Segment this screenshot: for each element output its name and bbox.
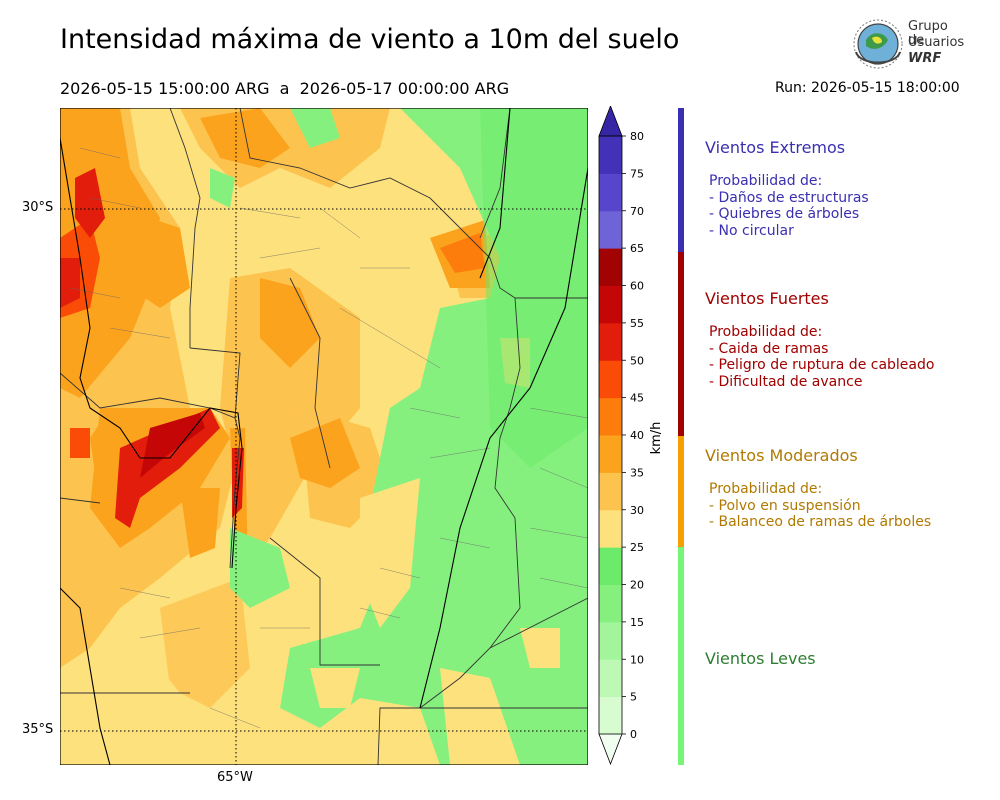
colorbar: 0 5 10 15 20 25 30 35 40 45 50 55 60 65 70 75 80 km/h <box>598 106 664 766</box>
colorbar-tick-label: 15 <box>630 616 644 629</box>
lat-label-30s: 30°S <box>22 200 54 215</box>
colorbar-tick-label: 5 <box>630 691 637 704</box>
colorbar-tick-label: 20 <box>630 579 644 592</box>
colorbar-tick-label: 0 <box>630 728 637 741</box>
category-leves: Vientos Leves <box>705 649 816 668</box>
colorbar-tick-label: 55 <box>630 317 644 330</box>
category-line: Probabilidad de: <box>709 173 823 189</box>
category-line: - Peligro de ruptura de cableado <box>709 357 935 373</box>
legend-bar-fuertes <box>678 252 684 436</box>
page-title: Intensidad máxima de viento a 10m del su… <box>60 24 680 55</box>
colorbar-segment <box>599 472 622 511</box>
colorbar-segment <box>599 322 622 361</box>
colorbar-tick-label: 70 <box>630 205 644 218</box>
colorbar-segment <box>599 210 622 249</box>
colorbar-segment <box>599 584 622 623</box>
model-run: Run: 2026-05-15 18:00:00 <box>775 80 960 96</box>
wrf-logo: Grupo de Usuarios WRF <box>848 16 968 76</box>
colorbar-tick-label: 45 <box>630 392 644 405</box>
legend-bar-moderados <box>678 436 684 547</box>
country-borders <box>60 108 588 765</box>
colorbar-tick-label: 50 <box>630 354 644 367</box>
colorbar-tick-label: 60 <box>630 280 644 293</box>
category-extremos: Vientos Extremos Probabilidad de: - Daño… <box>705 138 869 239</box>
legend-severity-bar <box>678 108 684 765</box>
colorbar-segment <box>599 621 622 660</box>
colorbar-segment <box>599 696 622 735</box>
category-line: - No circular <box>709 222 794 239</box>
colorbar-segment <box>599 248 622 286</box>
lat-label-35s: 35°S <box>22 722 54 737</box>
forecast-period: 2026-05-15 15:00:00 ARG a 2026-05-17 00:… <box>60 79 510 98</box>
category-line: - Quiebres de árboles <box>709 206 860 222</box>
colorbar-segment <box>599 435 622 473</box>
colorbar-extend-high <box>598 106 623 137</box>
wind-field-20-25 <box>480 108 588 468</box>
category-title: Vientos Extremos <box>705 138 846 157</box>
legend-bar-leves <box>678 547 684 765</box>
colorbar-unit: km/h <box>649 422 664 455</box>
colorbar-tick-label: 25 <box>630 541 644 554</box>
category-line: - Dificultad de avance <box>709 373 863 390</box>
category-title: Vientos Leves <box>705 649 816 668</box>
colorbar-tick-label: 40 <box>630 429 644 442</box>
province-borders <box>60 108 588 765</box>
lon-label-65w: 65°W <box>217 770 253 785</box>
colorbar-segment <box>599 360 622 399</box>
colorbar-segment <box>599 136 622 174</box>
wind-field-45-60 <box>60 168 485 528</box>
logo-text-3: WRF <box>908 51 942 66</box>
colorbar-tick-label: 65 <box>630 242 644 255</box>
category-line: - Polvo en suspensión <box>709 497 861 514</box>
category-line: - Balanceo de ramas de árboles <box>709 514 932 530</box>
colorbar-tick-label: 10 <box>630 653 644 666</box>
category-line: Probabilidad de: <box>709 481 823 497</box>
category-line: Probabilidad de: <box>709 324 823 340</box>
category-title: Vientos Fuertes <box>705 289 829 308</box>
logo-text-2: Usuarios <box>908 35 965 50</box>
colorbar-segment <box>599 397 622 436</box>
colorbar-segment <box>599 659 622 698</box>
colorbar-segment <box>599 285 622 324</box>
category-fuertes: Vientos Fuertes Probabilidad de: - Caida… <box>705 289 934 390</box>
colorbar-tick-label: 30 <box>630 504 644 517</box>
category-line: - Daños de estructuras <box>709 189 869 206</box>
colorbar-segment <box>599 509 622 548</box>
graticule <box>60 108 588 765</box>
department-borders <box>69 147 588 729</box>
category-line: - Caida de ramas <box>709 340 829 357</box>
globe-icon <box>853 19 903 69</box>
colorbar-segments <box>598 106 623 766</box>
colorbar-segment <box>599 173 622 212</box>
category-title: Vientos Moderados <box>705 446 858 465</box>
category-moderados: Vientos Moderados Probabilidad de: - Pol… <box>705 446 931 531</box>
colorbar-ticks: 0 5 10 15 20 25 30 35 40 45 50 55 60 65 70 75 80 <box>622 130 644 741</box>
colorbar-extend-low <box>598 733 623 766</box>
colorbar-tick-label: 80 <box>630 130 644 143</box>
colorbar-segment <box>599 547 622 585</box>
legend-bar-extremos <box>678 108 684 252</box>
wind-map <box>60 108 588 765</box>
colorbar-tick-label: 35 <box>630 466 644 479</box>
colorbar-tick-label: 75 <box>630 167 644 180</box>
logo-text-1: Grupo de <box>908 19 948 48</box>
